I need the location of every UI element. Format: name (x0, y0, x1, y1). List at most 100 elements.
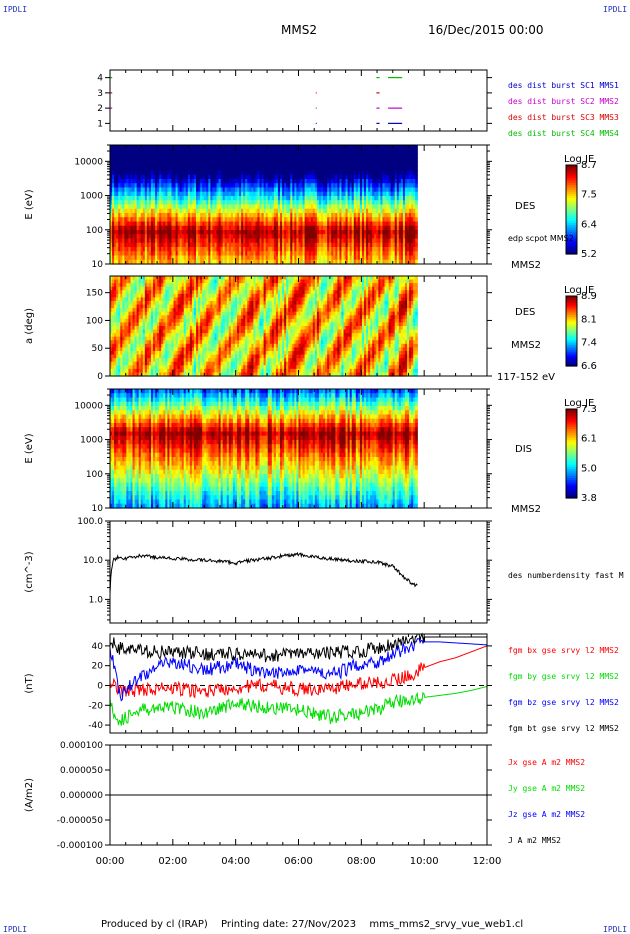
heatmap-cell (200, 234, 203, 240)
heatmap-cell (382, 170, 386, 176)
heatmap-cell (261, 213, 265, 218)
heatmap-cell (349, 170, 353, 176)
heatmap-cell (269, 157, 273, 163)
heatmap-cell (228, 170, 232, 176)
heatmap-cell (220, 255, 224, 261)
heatmap-cell (271, 166, 275, 172)
heatmap-cell (214, 162, 218, 167)
heatmap-cell (259, 286, 263, 291)
legend-label: des dist burst SC2 MMS2 (508, 97, 619, 106)
heatmap-cell (157, 196, 160, 201)
heatmap-cell (409, 153, 412, 159)
heatmap-cell (290, 204, 293, 210)
heatmap-cell (132, 196, 136, 201)
heatmap-cell (351, 276, 355, 281)
heatmap-cell (132, 153, 136, 159)
heatmap-cell (361, 196, 365, 201)
heatmap-cell (306, 187, 310, 193)
heatmap-cell (202, 166, 205, 172)
heatmap-cell (411, 187, 414, 193)
heatmap-cell (230, 157, 234, 163)
heatmap-cell (220, 213, 224, 218)
heatmap-cell (402, 234, 406, 240)
panel-overlay-label: edp scpot MMS2 (508, 234, 574, 243)
heatmap-cell (148, 196, 152, 201)
heatmap-cell (144, 174, 148, 180)
heatmap-cell (138, 153, 142, 159)
heatmap-cell (331, 183, 334, 189)
heatmap-cell (218, 230, 222, 235)
heatmap-cell (202, 286, 205, 291)
heatmap-cell (202, 191, 205, 197)
heatmap-cell (187, 213, 191, 218)
heatmap-cell (380, 153, 384, 159)
heatmap-cell (323, 153, 326, 159)
heatmap-cell (228, 276, 232, 281)
heatmap-cell (239, 255, 242, 261)
heatmap-cell (374, 183, 377, 189)
heatmap-cell (224, 145, 228, 150)
heatmap-cell (198, 179, 201, 184)
heatmap-cell (372, 225, 375, 231)
heatmap-cell (122, 221, 125, 227)
heatmap-cell (382, 217, 386, 223)
heatmap-cell (206, 179, 209, 184)
heatmap-cell (253, 204, 257, 210)
heatmap-cell (339, 283, 343, 288)
heatmap-cell (263, 230, 267, 235)
heatmap-cell (337, 234, 341, 240)
heatmap-cell (198, 145, 201, 150)
heatmap-cell (286, 225, 289, 231)
heatmap-cell (370, 242, 373, 248)
heatmap-cell (228, 286, 232, 291)
heatmap-cell (409, 196, 412, 201)
heatmap-cell (181, 170, 185, 176)
heatmap-cell (374, 217, 377, 223)
heatmap-cell (228, 174, 232, 180)
heatmap-cell (286, 145, 289, 150)
heatmap-cell (366, 191, 369, 197)
heatmap-cell (337, 196, 341, 201)
heatmap-cell (296, 251, 300, 257)
heatmap-cell (343, 242, 347, 248)
heatmap-cell (249, 238, 252, 244)
heatmap-cell (222, 255, 226, 261)
heatmap-cell (366, 200, 369, 206)
heatmap-cell (234, 170, 238, 176)
heatmap-cell (263, 208, 267, 214)
heatmap-cell (134, 174, 138, 180)
heatmap-cell (273, 225, 277, 231)
heatmap-cell (214, 217, 218, 223)
heatmap-cell (212, 217, 216, 223)
heatmap-cell (273, 204, 277, 210)
heatmap-cell (392, 225, 396, 231)
heatmap-cell (337, 166, 341, 172)
heatmap-cell (173, 196, 177, 201)
heatmap-cell (388, 157, 392, 163)
heatmap-cell (110, 145, 113, 150)
heatmap-cell (243, 183, 246, 189)
legend-label: des dist burst SC4 MMS4 (508, 129, 619, 138)
heatmap-cell (353, 279, 357, 284)
heatmap-cell (372, 200, 375, 206)
heatmap-cell (339, 145, 343, 150)
heatmap-cell (128, 251, 132, 257)
heatmap-cell (136, 225, 140, 231)
heatmap-cell (208, 153, 211, 159)
heatmap-cell (288, 234, 291, 240)
heatmap-cell (241, 187, 244, 193)
heatmap-cell (126, 221, 130, 227)
heatmap-cell (298, 213, 302, 218)
heatmap-cell (247, 208, 250, 214)
heatmap-cell (206, 255, 209, 261)
heatmap-cell (413, 225, 416, 231)
heatmap-cell (335, 283, 338, 288)
heatmap-cell (241, 286, 244, 291)
heatmap-cell (308, 204, 312, 210)
heatmap-cell (363, 242, 367, 248)
heatmap-cell (370, 179, 373, 184)
heatmap-cell (302, 238, 306, 244)
heatmap-cell (378, 196, 381, 201)
heatmap-cell (345, 153, 349, 159)
heatmap-cell (400, 174, 404, 180)
